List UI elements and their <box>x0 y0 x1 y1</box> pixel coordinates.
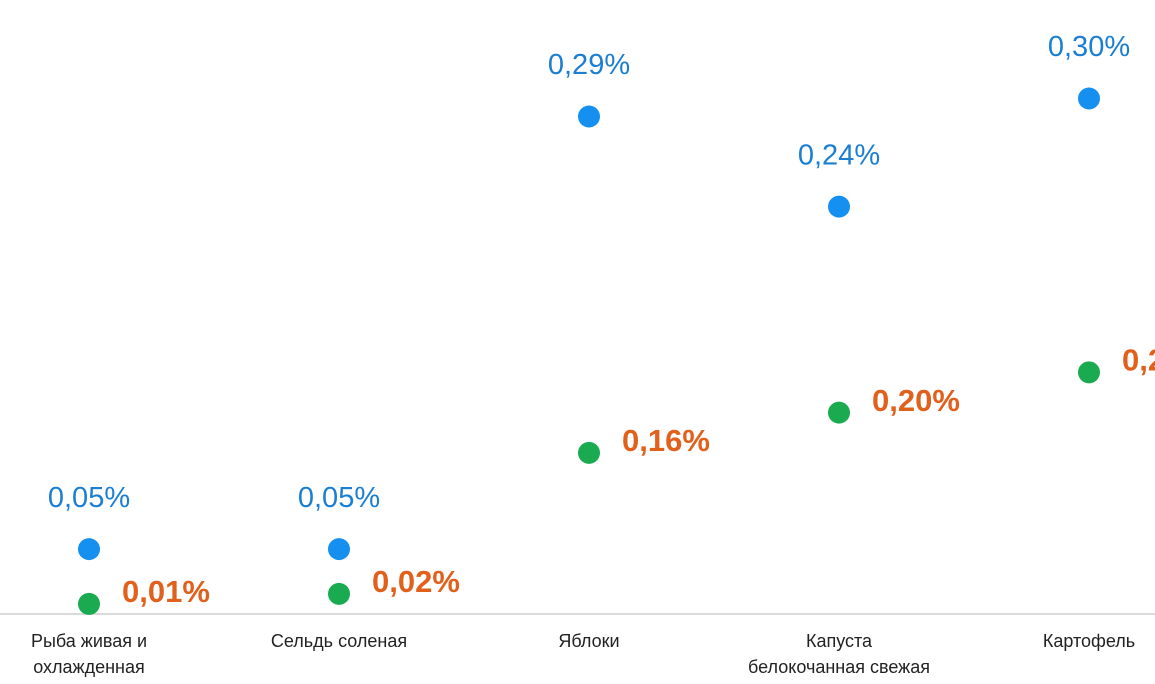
data-label: 0,30% <box>1048 31 1130 63</box>
x-tick-label: Сельдь соленая <box>270 631 408 651</box>
dot <box>578 105 600 128</box>
data-label: 0,20% <box>872 383 960 418</box>
x-tick-label: Яблоки <box>558 631 620 651</box>
x-tick-label: Капуста белокочанная свежая <box>748 631 930 677</box>
dot <box>328 538 350 561</box>
data-label: 0,29% <box>548 49 630 81</box>
data-label: 0,16% <box>622 423 710 458</box>
data-label: 0,01% <box>122 574 210 609</box>
dot <box>1078 361 1100 384</box>
dot <box>1078 87 1100 110</box>
data-label: 0,05% <box>298 482 380 514</box>
dot <box>328 582 350 605</box>
data-label: 0,24% <box>798 139 880 171</box>
dot <box>828 195 850 218</box>
dot <box>828 401 850 424</box>
dot <box>578 441 600 464</box>
x-tick-label: Картофель <box>1042 631 1136 651</box>
data-label: 0,24% <box>1122 343 1155 378</box>
dot <box>78 538 100 561</box>
x-tick-label: Рыба живая и охлажденная <box>30 631 148 677</box>
dot <box>78 592 100 615</box>
data-label: 0,02% <box>372 564 460 599</box>
data-label: 0,05% <box>48 482 130 514</box>
